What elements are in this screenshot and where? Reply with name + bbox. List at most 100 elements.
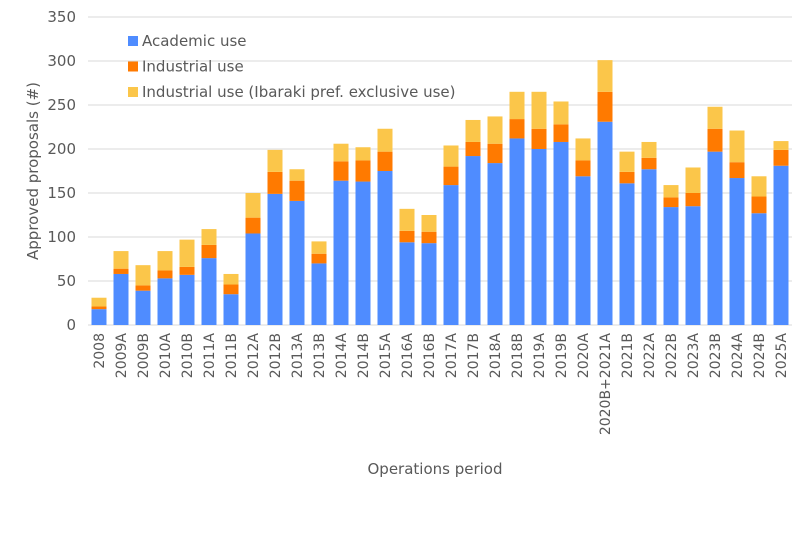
- bar-segment-ibaraki: [201, 229, 217, 245]
- bar-segment-academic: [333, 180, 349, 325]
- bar-segment-ibaraki: [531, 91, 547, 129]
- bar-segment-academic: [553, 141, 569, 325]
- bar-segment-ibaraki: [91, 297, 107, 307]
- x-tick-label: 2016B: [422, 333, 438, 378]
- bar-segment-academic: [663, 207, 679, 325]
- x-tick-label: 2023B: [708, 333, 724, 378]
- bar-segment-industrial: [355, 160, 371, 182]
- x-tick-label: 2020A: [576, 333, 592, 379]
- bar-segment-academic: [509, 138, 525, 325]
- bar-segment-industrial: [465, 141, 481, 157]
- x-tick-label: 2024B: [752, 333, 768, 378]
- bar-segment-industrial: [575, 160, 591, 177]
- y-tick-label: 350: [47, 8, 76, 26]
- bar-segment-ibaraki: [267, 149, 283, 172]
- x-axis-label: Operations period: [367, 460, 502, 478]
- bar-segment-ibaraki: [399, 208, 415, 231]
- bar-segment-industrial: [443, 166, 459, 186]
- bar-segment-industrial: [553, 124, 569, 142]
- bar-segment-academic: [135, 290, 151, 325]
- bar-segment-industrial: [113, 268, 129, 274]
- bar-segment-academic: [707, 151, 723, 325]
- bar-segment-academic: [575, 176, 591, 325]
- bar-segment-ibaraki: [663, 185, 679, 198]
- bar-segment-industrial: [399, 230, 415, 243]
- bar-segment-academic: [421, 243, 437, 325]
- y-axis-label: Approved proposals (#): [24, 82, 42, 260]
- bar-segment-industrial: [509, 119, 525, 139]
- bar-segment-ibaraki: [355, 147, 371, 161]
- x-tick-label: 2017B: [466, 333, 482, 378]
- bar-segment-ibaraki: [113, 251, 129, 269]
- x-tick-label: 2012B: [268, 333, 284, 378]
- x-tick-label: 2015A: [378, 333, 394, 379]
- x-tick-label: 2016A: [400, 333, 416, 379]
- bar-segment-ibaraki: [223, 273, 239, 285]
- x-tick-label: 2019B: [554, 333, 570, 378]
- bar-segment-industrial: [487, 143, 503, 164]
- legend-entry: Academic use: [142, 32, 247, 50]
- legend-swatch: [128, 87, 138, 97]
- bar-segment-ibaraki: [465, 119, 481, 142]
- bar-segment-academic: [619, 183, 635, 325]
- x-tick-label: 2020B+2021A: [598, 333, 614, 436]
- bar-segment-industrial: [751, 196, 767, 214]
- bar-segment-academic: [773, 165, 789, 325]
- bar-segment-ibaraki: [685, 167, 701, 193]
- bar-segment-academic: [201, 258, 217, 325]
- bar-segment-industrial: [223, 284, 239, 295]
- bar-segment-industrial: [333, 161, 349, 181]
- x-tick-label: 2023A: [686, 333, 702, 379]
- bar-segment-ibaraki: [751, 176, 767, 197]
- bar-segment-industrial: [597, 91, 613, 122]
- bar-segment-academic: [685, 206, 701, 325]
- x-tick-label: 2010B: [180, 333, 196, 378]
- bar-segment-academic: [91, 309, 107, 325]
- bar-segment-ibaraki: [729, 130, 745, 163]
- y-tick-label: 250: [47, 96, 76, 114]
- bar-segment-ibaraki: [597, 60, 613, 92]
- bar-segment-academic: [465, 156, 481, 325]
- x-tick-label: 2011A: [202, 333, 218, 379]
- bar-segment-industrial: [641, 157, 657, 170]
- y-tick-label: 50: [57, 272, 76, 290]
- x-tick-label: 2024A: [730, 333, 746, 379]
- bar-segment-ibaraki: [487, 116, 503, 144]
- bar-segment-academic: [267, 193, 283, 325]
- bar-segment-ibaraki: [641, 141, 657, 158]
- x-tick-label: 2022A: [642, 333, 658, 379]
- bar-segment-academic: [179, 274, 195, 325]
- bar-segment-industrial: [707, 128, 723, 152]
- bar-segment-academic: [487, 163, 503, 325]
- bar-segment-ibaraki: [377, 128, 393, 152]
- bar-segment-ibaraki: [509, 91, 525, 120]
- bar-segment-academic: [377, 171, 393, 325]
- bar-segment-ibaraki: [421, 215, 437, 232]
- bar-segment-ibaraki: [157, 251, 173, 271]
- x-tick-label: 2014B: [356, 333, 372, 378]
- legend-swatch: [128, 36, 138, 46]
- bar-segment-academic: [355, 181, 371, 325]
- bar-segment-industrial: [245, 217, 261, 234]
- bar-segment-ibaraki: [333, 143, 349, 162]
- bar-segment-industrial: [773, 149, 789, 166]
- bar-segment-academic: [729, 178, 745, 325]
- bar-segment-ibaraki: [179, 239, 195, 267]
- x-tick-label: 2021B: [620, 333, 636, 378]
- bar-segment-academic: [245, 233, 261, 325]
- bar-segment-industrial: [311, 253, 327, 264]
- y-tick-label: 300: [47, 52, 76, 70]
- bar-segment-academic: [311, 263, 327, 325]
- x-tick-label: 2018B: [510, 333, 526, 378]
- x-tick-label: 2009B: [136, 333, 152, 378]
- bar-segment-ibaraki: [553, 101, 569, 125]
- bar-segment-ibaraki: [311, 241, 327, 254]
- bar-segment-industrial: [729, 162, 745, 179]
- bar-segment-ibaraki: [773, 141, 789, 150]
- bar-segment-academic: [223, 294, 239, 325]
- bar-segment-industrial: [663, 197, 679, 208]
- x-tick-label: 2008: [92, 333, 108, 369]
- bar-segment-industrial: [157, 270, 173, 279]
- bar-segment-industrial: [377, 151, 393, 171]
